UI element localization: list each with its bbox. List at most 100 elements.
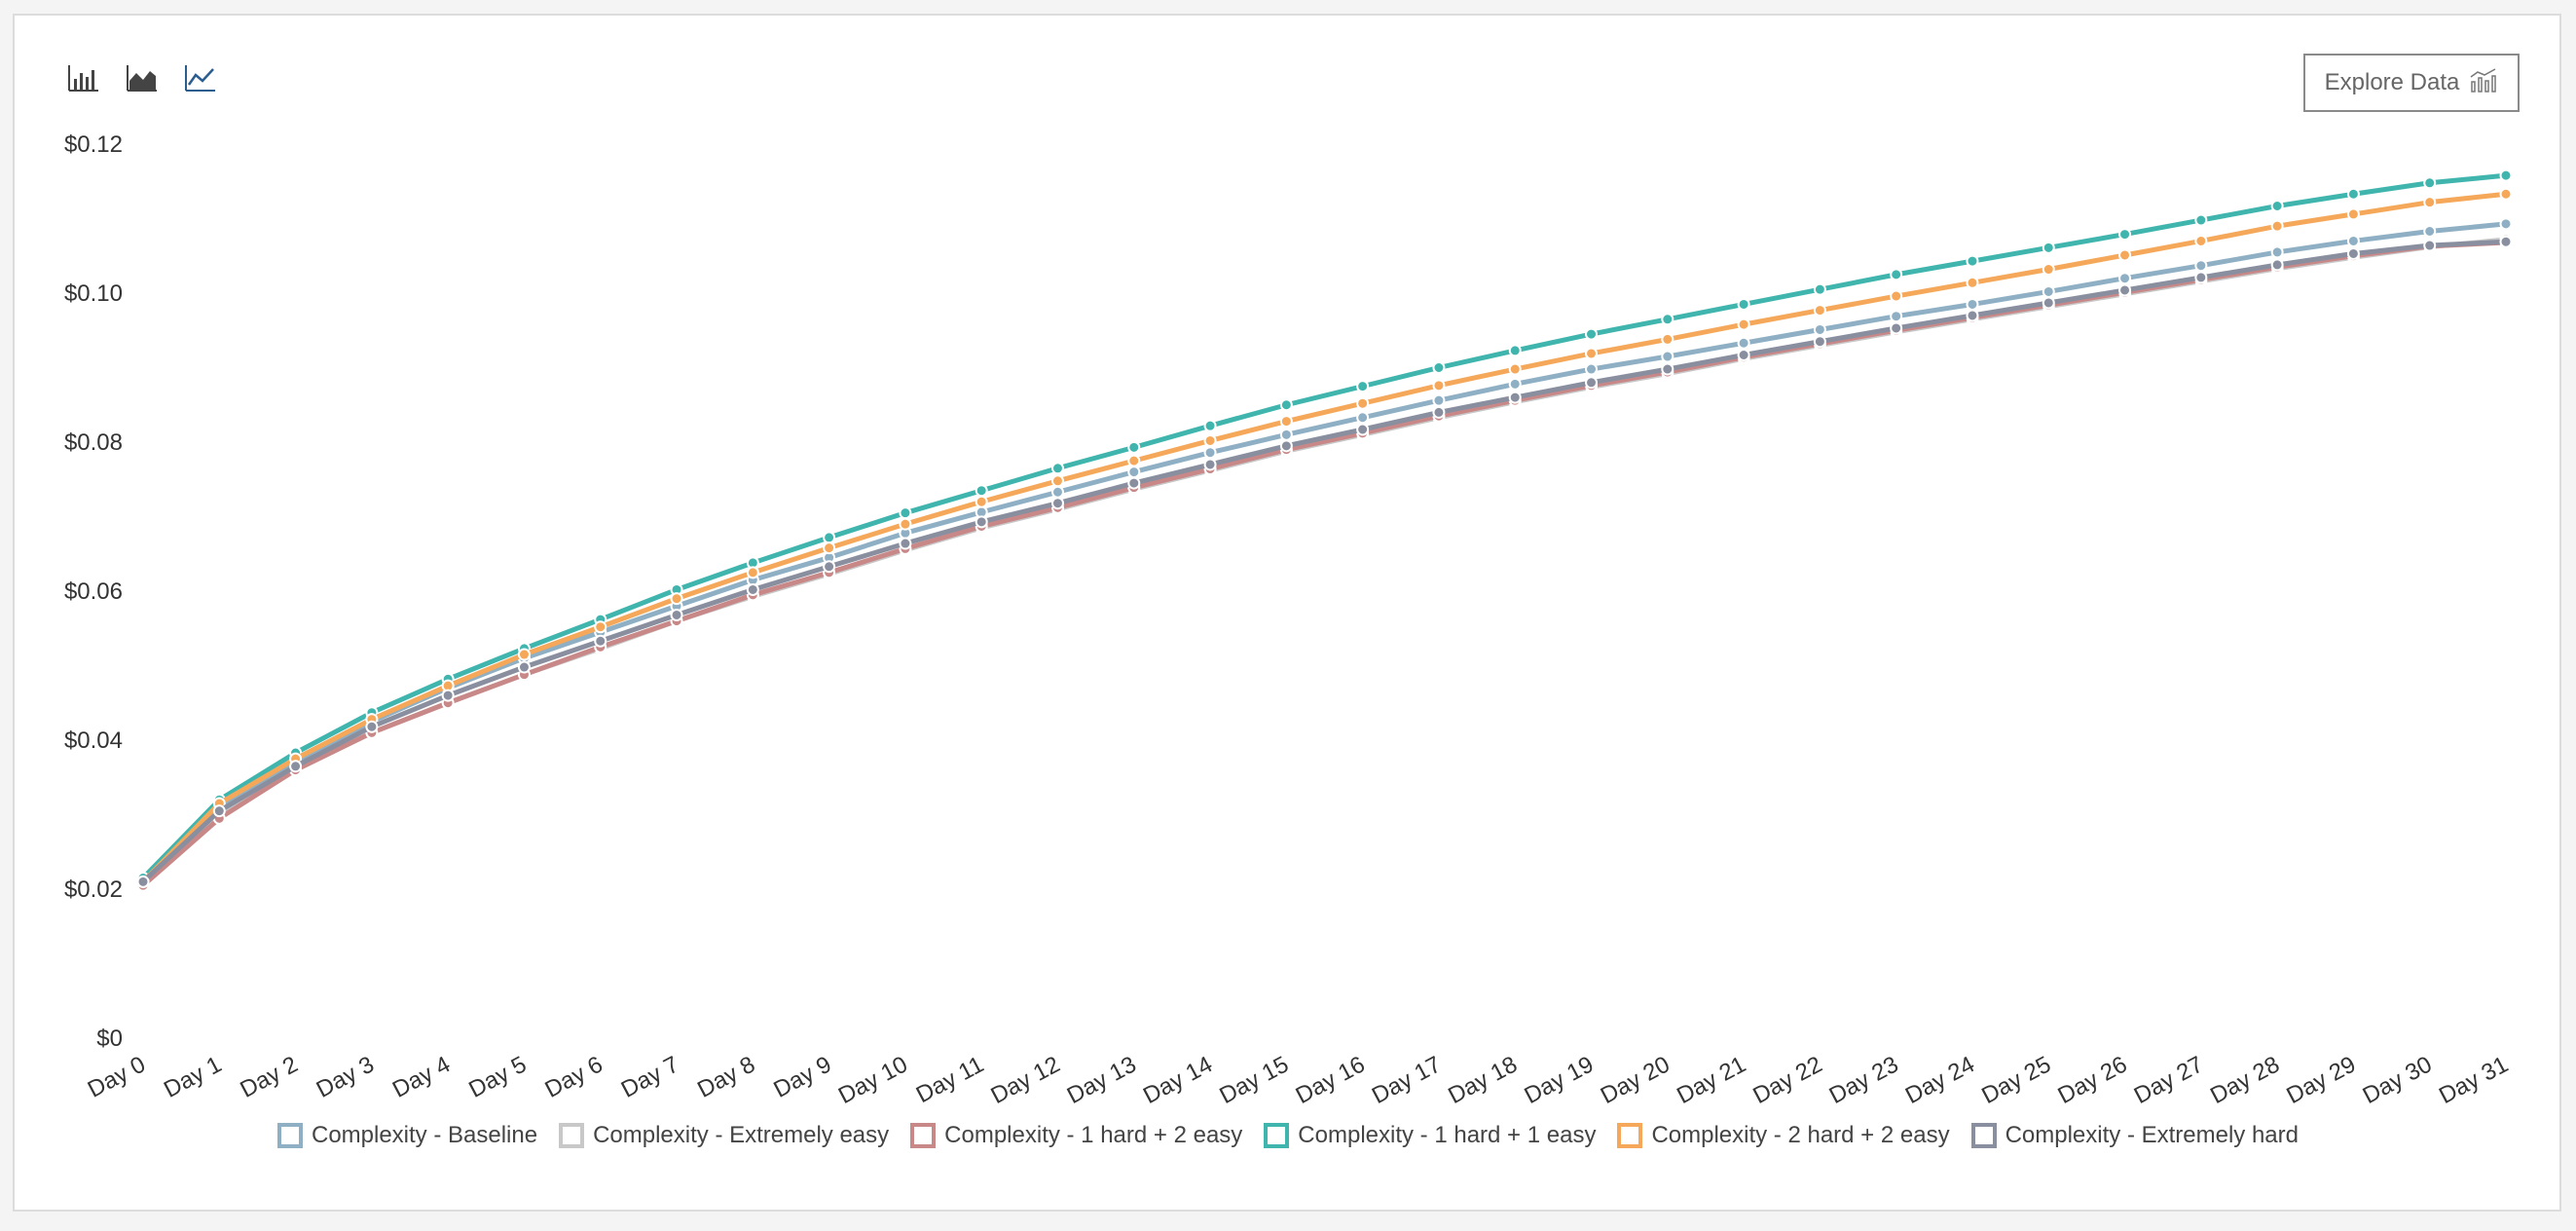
data-point [1890,310,1903,323]
explore-data-label: Explore Data [2324,69,2460,95]
x-tick-label: Day 8 [693,1051,759,1102]
explore-data-button[interactable]: Explore Data [2303,54,2520,112]
x-tick-label: Day 29 [2282,1051,2360,1109]
bar-chart-icon[interactable] [64,60,103,95]
area-chart-icon[interactable] [123,60,162,95]
data-point [2042,296,2055,310]
data-point [1356,380,1370,393]
legend-label: Complexity - Baseline [311,1122,538,1148]
x-tick-label: Day 12 [986,1051,1064,1109]
data-point [1432,405,1446,419]
data-point [365,720,379,733]
data-point [1661,350,1674,363]
data-point [1127,476,1141,490]
data-point [1890,289,1903,303]
data-point [2270,199,2284,212]
legend-item[interactable]: Complexity - Baseline [276,1122,538,1149]
legend-swatch [1970,1123,1997,1148]
x-tick-label: Day 26 [2054,1051,2132,1109]
data-point [212,804,226,818]
legend-label: Complexity - 1 hard + 2 easy [944,1122,1243,1148]
data-point [1508,377,1522,391]
x-tick-label: Day 2 [236,1051,302,1102]
y-tick-label: $0.08 [64,429,123,456]
data-point [2499,168,2513,182]
data-point [2270,258,2284,272]
data-point [975,515,988,529]
data-point [1585,376,1599,390]
legend-label: Complexity - 2 hard + 2 easy [1651,1122,1950,1148]
data-point [1432,361,1446,374]
data-point [2346,234,2360,247]
series-line [140,191,2509,884]
x-tick-label: Day 28 [2206,1051,2284,1109]
legend-item[interactable]: Complexity - Extremely hard [1970,1122,2299,1149]
data-point [1356,396,1370,410]
data-point [1279,415,1293,429]
data-point [1966,309,1979,322]
x-tick-label: Day 23 [1825,1051,1903,1109]
data-point [136,875,150,888]
data-point [1127,440,1141,454]
legend-item[interactable]: Complexity - 1 hard + 2 easy [910,1122,1242,1149]
data-point [1813,335,1826,349]
data-point [823,541,836,555]
data-point [1585,347,1599,360]
chart-card [13,14,2561,1212]
data-point [2499,235,2513,248]
x-tick-label: Day 16 [1292,1051,1370,1109]
data-point [1203,458,1217,471]
data-point [1966,254,1979,268]
x-tick-label: Day 17 [1368,1051,1446,1109]
legend-swatch [276,1123,303,1148]
legend-label: Complexity - Extremely easy [593,1122,890,1148]
data-point [2194,271,2208,284]
x-tick-label: Day 10 [834,1051,912,1109]
x-tick-label: Day 13 [1063,1051,1141,1109]
data-point [1050,462,1064,475]
series-line [140,240,2509,888]
legend-item[interactable]: Complexity - 2 hard + 2 easy [1617,1122,1950,1149]
data-point [899,506,912,520]
data-point [441,689,455,702]
series-line [140,237,2509,888]
legend-label: Complexity - 1 hard + 1 easy [1298,1122,1597,1148]
y-tick-label: $0 [96,1026,123,1052]
data-point [517,660,531,674]
legend-swatch [910,1123,937,1148]
data-point [2118,272,2132,285]
data-point [594,634,607,648]
data-point [517,648,531,661]
chart-legend: Complexity - Baseline Complexity - Extrem… [0,1122,2576,1149]
data-point [1127,454,1141,467]
data-point [1813,322,1826,336]
line-chart-icon[interactable] [181,60,220,95]
data-point [1356,423,1370,436]
legend-item[interactable]: Complexity - 1 hard + 1 easy [1264,1122,1596,1149]
data-point [1890,268,1903,281]
data-point [2346,207,2360,221]
data-point [1737,336,1750,350]
data-point [823,531,836,544]
data-point [1890,321,1903,335]
data-point [1279,428,1293,441]
x-tick-label: Day 31 [2435,1051,2513,1109]
data-point [1279,398,1293,412]
legend-swatch [1264,1123,1290,1148]
data-point [823,560,836,574]
legend-item[interactable]: Complexity - Extremely easy [559,1122,889,1149]
data-point [670,592,683,606]
data-point [899,517,912,531]
y-tick-label: $0.02 [64,877,123,903]
data-point [1585,362,1599,376]
data-point [594,620,607,634]
data-point [2499,187,2513,201]
series-line [140,221,2509,884]
x-tick-label: Day 25 [1977,1051,2055,1109]
data-point [2346,187,2360,201]
x-tick-label: Day 14 [1139,1051,1217,1109]
x-tick-label: Day 22 [1748,1051,1826,1109]
data-point [1050,485,1064,499]
data-point [1966,297,1979,311]
